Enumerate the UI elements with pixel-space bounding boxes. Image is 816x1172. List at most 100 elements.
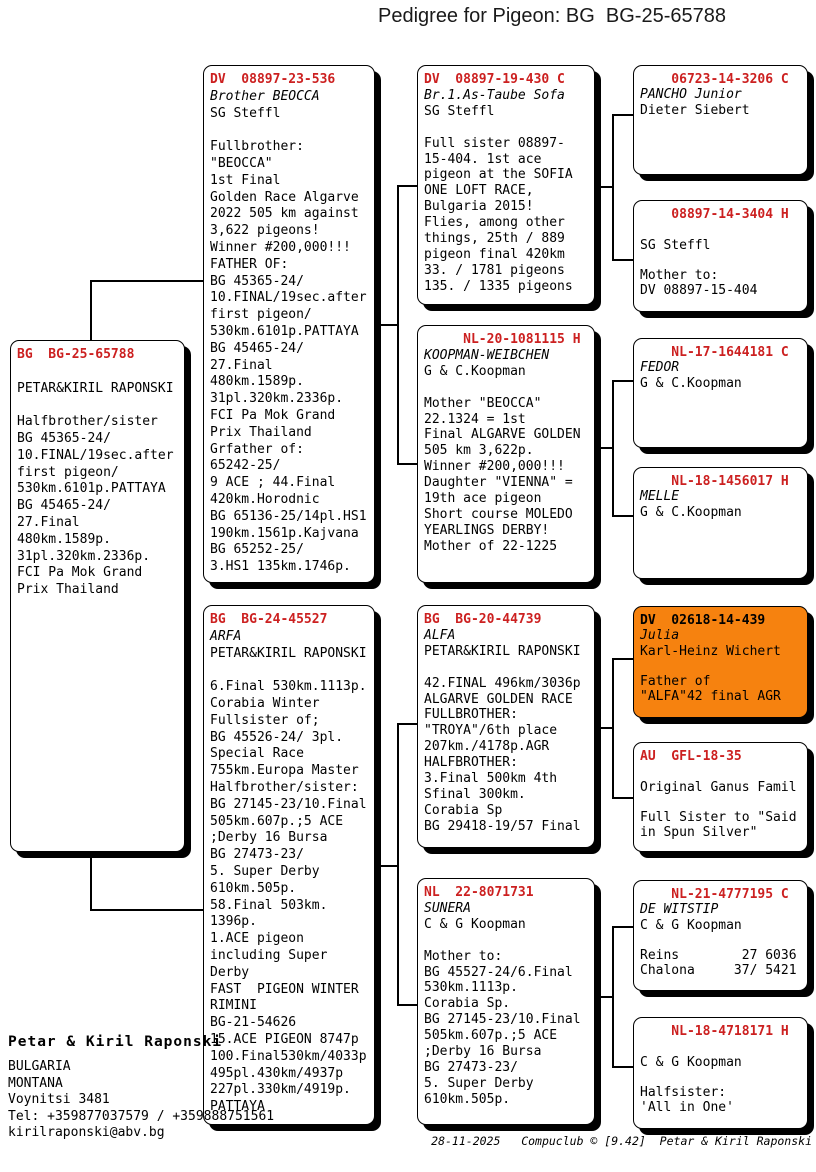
info-line	[640, 659, 801, 674]
info-line: 6.Final 530km.1113p.	[210, 679, 367, 695]
info-line: PETAR&KIRIL RAPONSKI	[210, 645, 367, 661]
info-line: 42.FINAL 496km/3036p	[424, 675, 581, 691]
info-line: G & C.Koopman	[424, 363, 526, 379]
info-line: C & G Koopman	[640, 1054, 742, 1070]
info-line: SG Steffl	[210, 105, 281, 121]
footer: 28-11-2025 Compuclub © [9.42] Petar & Ki…	[0, 1134, 812, 1148]
connector-line	[397, 1004, 417, 1006]
pigeon-name: DE WITSTIP	[640, 902, 719, 918]
pigeon-name: Br.1.As-Taube Sofa	[424, 87, 565, 103]
connector-line	[596, 186, 613, 188]
info-line	[424, 933, 588, 949]
info-line: G & C.Koopman	[640, 375, 742, 391]
pigeon-name	[640, 222, 801, 237]
info-line: BG 27473-23/	[210, 847, 304, 863]
pedigree-box-gg2: 08897-14-3404 H SG Steffl Mother to: DV 0…	[633, 200, 808, 312]
pigeon-name: FEDOR	[640, 360, 680, 376]
info-line: PETAR&KIRIL RAPONSKI	[424, 643, 581, 659]
connector-line	[596, 727, 613, 729]
info-line: BG 45465-24/	[17, 498, 111, 514]
info-line	[424, 120, 588, 136]
pigeon-name	[640, 764, 801, 779]
info-line: SG Steffl	[640, 237, 711, 253]
info-line: Prix Thailand	[210, 424, 312, 440]
info-line: Mother to:	[640, 268, 719, 284]
info-line: Prix Thailand	[17, 582, 119, 598]
info-line: BG 29418-19/57 Final	[424, 818, 581, 834]
info-line: 530km.6101p.PATTAYA	[17, 481, 166, 497]
info-line: Special Race	[210, 746, 304, 762]
info-line: Mother to:	[424, 948, 503, 964]
info-line: "BEOCCA"	[210, 155, 273, 171]
info-line: Final ALGARVE GOLDEN	[424, 427, 581, 443]
info-line: Flies, among other	[424, 215, 565, 231]
ring-number: NL-17-1644181 C	[640, 345, 789, 360]
info-line: PATTAYA	[210, 1099, 265, 1115]
info-line: HALFBROTHER:	[424, 755, 518, 771]
info-line: Halfbrother/sister:	[210, 779, 359, 795]
info-line: C & G Koopman	[640, 917, 742, 933]
info-line: Winner #200,000!!!	[210, 239, 351, 255]
info-line: Dieter Siebert	[640, 102, 750, 118]
info-line: Golden Race Algarve	[210, 189, 359, 205]
info-line: 15-404. 1st ace	[424, 151, 542, 167]
info-line: 495pl.430km/4937p	[210, 1065, 344, 1081]
connector-line	[376, 324, 398, 326]
info-line: Chalona 37/ 5421	[640, 963, 797, 979]
info-line: 31pl.320km.2336p.	[210, 391, 344, 407]
info-line: 31pl.320km.2336p.	[17, 548, 151, 564]
info-line: BG 45465-24/	[210, 340, 304, 356]
info-line: FAST PIGEON WINTER	[210, 981, 359, 997]
pigeon-name: SUNERA	[424, 900, 471, 916]
info-line: pigeon at the SOFIA	[424, 167, 573, 183]
info-line: 58.Final 503km.	[210, 897, 328, 913]
info-line: Reins 27 6036	[640, 948, 797, 964]
info-line: FCI Pa Mok Grand	[17, 565, 143, 581]
connector-line	[612, 515, 633, 517]
ring-number: BG BG-20-44739	[424, 612, 542, 627]
info-line: DV 08897-15-404	[640, 283, 758, 299]
info-line	[210, 122, 368, 139]
info-line: 9 ACE ; 44.Final	[210, 475, 336, 491]
info-line: 10.FINAL/19sec.after	[210, 290, 367, 306]
info-line: Bulgaria 2015!	[424, 199, 534, 215]
info-line: FCI Pa Mok Grand	[210, 407, 336, 423]
ring-number: 06723-14-3206 C	[640, 72, 789, 87]
info-line: Winner #200,000!!!	[424, 459, 565, 475]
info-line: first pigeon/	[210, 307, 312, 323]
info-line: 530km.1113p.	[424, 980, 518, 996]
connector-line	[612, 1066, 633, 1068]
pigeon-name: Julia	[640, 628, 680, 644]
pedigree-box-gp3: BG BG-20-44739 ALFA PETAR&KIRIL RAPONSKI 4…	[417, 605, 595, 848]
info-line	[424, 660, 588, 676]
info-line: Halfsister:	[640, 1085, 727, 1101]
info-line: BG 65252-25/	[210, 542, 304, 558]
pedigree-box-sire: DV 08897-23-536 Brother BEOCCA SG Steffl F…	[203, 65, 375, 583]
pigeon-name: MELLE	[640, 489, 680, 505]
info-line: in Spun Silver"	[640, 825, 758, 841]
connector-line	[376, 865, 398, 867]
info-line: Father of	[640, 674, 711, 690]
pedigree-box-gg8: NL-18-4718171 H C & G Koopman Halfsister…	[633, 1017, 808, 1129]
ring-number: DV 02618-14-439	[640, 613, 766, 628]
ring-number: NL 22-8071731	[424, 885, 534, 900]
connector-line	[596, 996, 613, 998]
pedigree-box-dam: BG BG-24-45527 ARFA PETAR&KIRIL RAPONSKI 6…	[203, 605, 375, 1125]
connector-line	[612, 114, 614, 260]
contact-block: Petar & Kiril Raponski BULGARIA MONTANA …	[8, 1034, 274, 1141]
info-line: first pigeon/	[17, 464, 119, 480]
info-line: Derby	[210, 964, 250, 980]
info-line: BG 45365-24/	[17, 430, 111, 446]
page-title: Pedigree for Pigeon: BG BG-25-65788	[378, 5, 726, 27]
contact-country: BULGARIA	[8, 1059, 71, 1075]
contact-name: Petar & Kiril Raponski	[8, 1034, 223, 1050]
pigeon-name	[640, 1039, 801, 1054]
pigeon-name: ALFA	[424, 627, 456, 643]
connector-line	[90, 909, 203, 911]
pedigree-box-gp4: NL 22-8071731 SUNERA C & G Koopman Mother …	[417, 878, 595, 1125]
connector-line	[612, 380, 614, 517]
info-line: 27.Final	[210, 357, 273, 373]
pedigree-box-subject: BG BG-25-65788 PETAR&KIRIL RAPONSKI Half…	[10, 340, 185, 852]
info-line: 100.Final530km/4033p	[210, 1048, 367, 1064]
